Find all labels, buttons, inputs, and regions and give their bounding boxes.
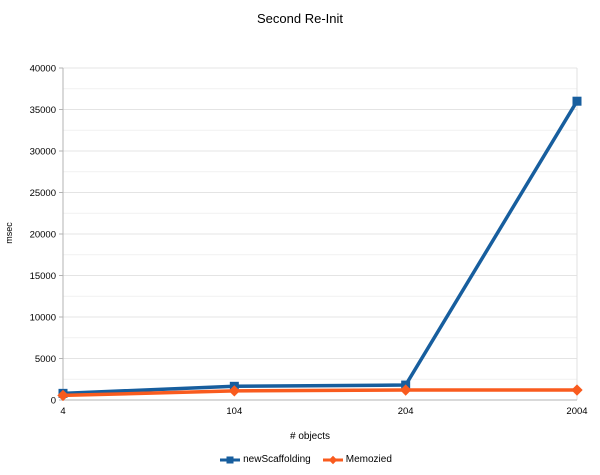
chart-title: Second Re-Init [257,11,343,26]
x-tick-label: 4 [60,406,65,417]
y-tick-label: 5000 [35,354,56,365]
legend-label: Memozied [345,454,392,465]
legend-item-Memozied: Memozied [322,454,392,465]
marker-square-newScaffolding [572,96,582,106]
y-tick-label: 25000 [30,188,56,199]
y-axis-title: msec [4,222,14,244]
legend: newScaffolding Memozied [0,454,600,465]
series-line-newScaffolding [61,99,579,396]
x-tick-label: 2004 [566,406,587,417]
legend-item-newScaffolding: newScaffolding [220,454,311,465]
legend-marker-square-icon [220,456,241,463]
x-axis-title: # objects [289,431,331,442]
marker-diamond-Memozied [400,384,412,396]
legend-marker-diamond-icon [322,455,343,464]
y-tick-label: 35000 [30,105,56,116]
x-tick-label: 104 [226,406,242,417]
legend-label: newScaffolding [243,454,311,465]
y-tick-label: 40000 [30,64,56,75]
x-tick-label: 204 [398,406,414,417]
y-tick-label: 20000 [30,230,56,241]
marker-diamond-Memozied [571,384,583,396]
y-tick-label: 0 [51,396,56,407]
y-tick-label: 30000 [30,147,56,158]
y-tick-label: 15000 [30,271,56,282]
marker-diamond-Memozied [228,385,240,397]
y-tick-label: 10000 [30,313,56,324]
series-line-Memozied [61,388,579,398]
